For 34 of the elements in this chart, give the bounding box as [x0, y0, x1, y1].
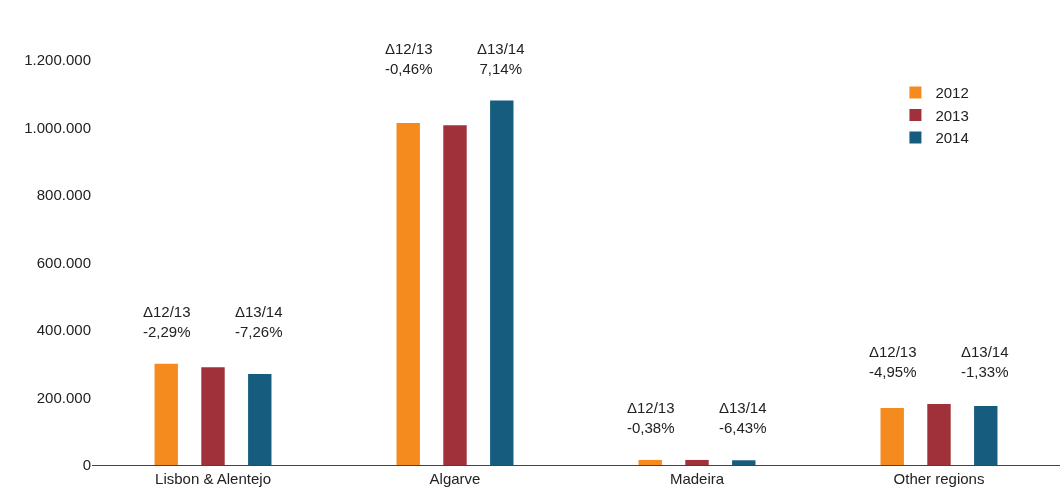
bar [880, 407, 904, 465]
annotation: Δ13/14 -7,26% [235, 303, 283, 340]
bar [201, 367, 225, 465]
y-tick-label: 1.000.000 [24, 118, 91, 136]
bar [732, 460, 756, 465]
y-tick-label: 200.000 [36, 388, 91, 406]
x-tick-label: Lisbon & Alentejo [155, 470, 271, 487]
bar [154, 363, 178, 465]
y-tick-label: 600.000 [36, 253, 91, 271]
bar [927, 403, 951, 465]
bar [490, 100, 514, 465]
bar [974, 405, 998, 465]
legend-label: 2014 [935, 129, 969, 147]
y-tick-label: 0 [82, 456, 91, 474]
annotation: Δ12/13 -0,46% [385, 40, 433, 77]
x-tick-label: Other regions [893, 470, 985, 487]
annotation: Δ13/14 -1,33% [961, 343, 1009, 380]
bar [248, 373, 272, 465]
x-tick-label: Algarve [429, 470, 481, 487]
annotation: Δ12/13 -2,29% [143, 303, 191, 340]
x-tick-label: Madeira [669, 470, 725, 487]
annotation: Δ13/14 7,14% [477, 40, 525, 77]
bar [396, 123, 420, 465]
annotation: Δ12/13 -0,38% [627, 399, 675, 436]
y-tick-label: 800.000 [36, 186, 91, 204]
legend-label: 2013 [935, 106, 969, 124]
annotation: Δ12/13 -4,95% [869, 343, 917, 380]
bar [685, 459, 709, 465]
y-tick-label: 1.200.000 [24, 51, 91, 69]
legend-label: 2012 [935, 84, 969, 102]
y-tick-label: 400.000 [36, 321, 91, 339]
bar [638, 459, 662, 465]
bar [443, 125, 467, 465]
annotation: Δ13/14 -6,43% [719, 399, 767, 436]
